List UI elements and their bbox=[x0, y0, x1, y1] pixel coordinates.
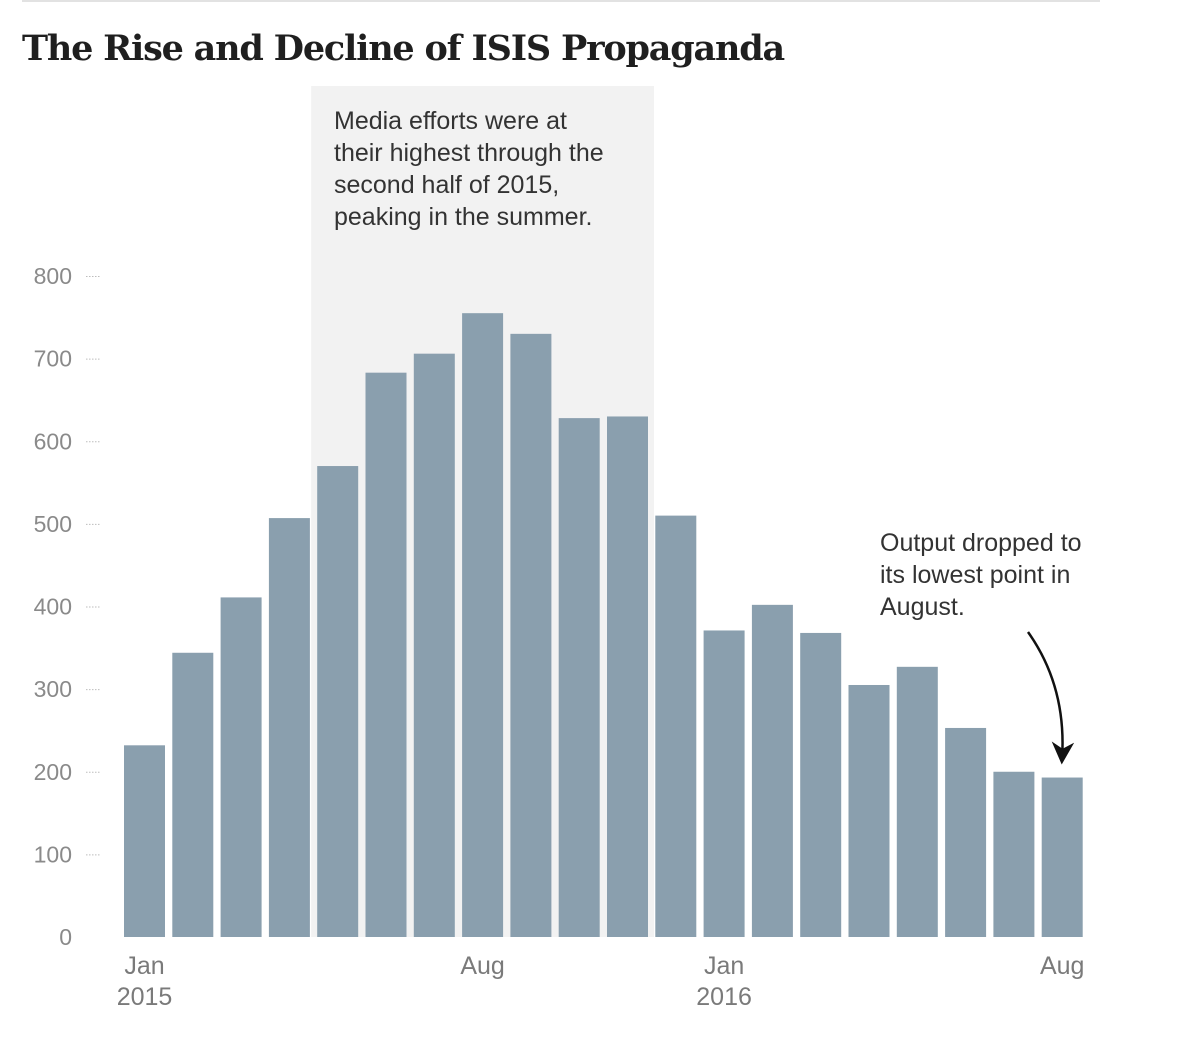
y-tick-label: 700 bbox=[34, 346, 72, 372]
bar bbox=[220, 597, 262, 937]
x-tick-year: 2015 bbox=[117, 983, 173, 1011]
bar bbox=[510, 333, 552, 937]
y-tick-label: 300 bbox=[34, 676, 72, 702]
bar bbox=[413, 353, 455, 938]
bar bbox=[607, 416, 648, 937]
bar bbox=[896, 666, 938, 937]
bar bbox=[317, 466, 359, 937]
bar bbox=[462, 313, 504, 937]
x-axis: Jan 2015 Aug Jan 2016 Aug bbox=[117, 952, 1085, 1011]
bar bbox=[365, 372, 407, 937]
x-tick-month: Aug bbox=[1040, 952, 1084, 980]
bar bbox=[558, 418, 600, 937]
y-tick-label: 500 bbox=[34, 511, 72, 537]
chart-title: The Rise and Decline of ISIS Propaganda bbox=[22, 28, 785, 69]
y-tick-label: 200 bbox=[34, 759, 72, 785]
x-tick-month: Jan bbox=[704, 952, 744, 980]
bar bbox=[945, 727, 987, 937]
bar bbox=[751, 604, 793, 937]
bar bbox=[993, 771, 1035, 937]
y-tick-label: 0 bbox=[59, 924, 72, 950]
top-rule bbox=[22, 0, 1100, 2]
y-tick-label: 600 bbox=[34, 428, 72, 454]
highlight-annotation: Media efforts were at their highest throu… bbox=[334, 107, 604, 231]
x-tick-year: 2016 bbox=[696, 983, 752, 1011]
bar bbox=[848, 684, 890, 937]
bar bbox=[124, 745, 165, 937]
bars bbox=[124, 313, 1083, 938]
low-point-arrow-icon bbox=[1026, 631, 1075, 765]
x-tick-month: Jan bbox=[124, 952, 164, 980]
bar bbox=[1041, 777, 1083, 937]
bar bbox=[800, 632, 842, 937]
bar bbox=[655, 515, 697, 937]
y-tick-label: 800 bbox=[34, 263, 72, 289]
y-tick-label: 400 bbox=[34, 594, 72, 620]
low-point-annotation: Output dropped to its lowest point in Augu… bbox=[880, 529, 1082, 621]
bar bbox=[268, 518, 310, 937]
bar bbox=[703, 630, 745, 937]
y-tick-label: 100 bbox=[34, 841, 72, 867]
x-tick-month: Aug bbox=[460, 952, 504, 980]
y-axis: 0 100 200 300 400 500 600 700 800 bbox=[34, 263, 100, 950]
bar bbox=[172, 652, 214, 937]
